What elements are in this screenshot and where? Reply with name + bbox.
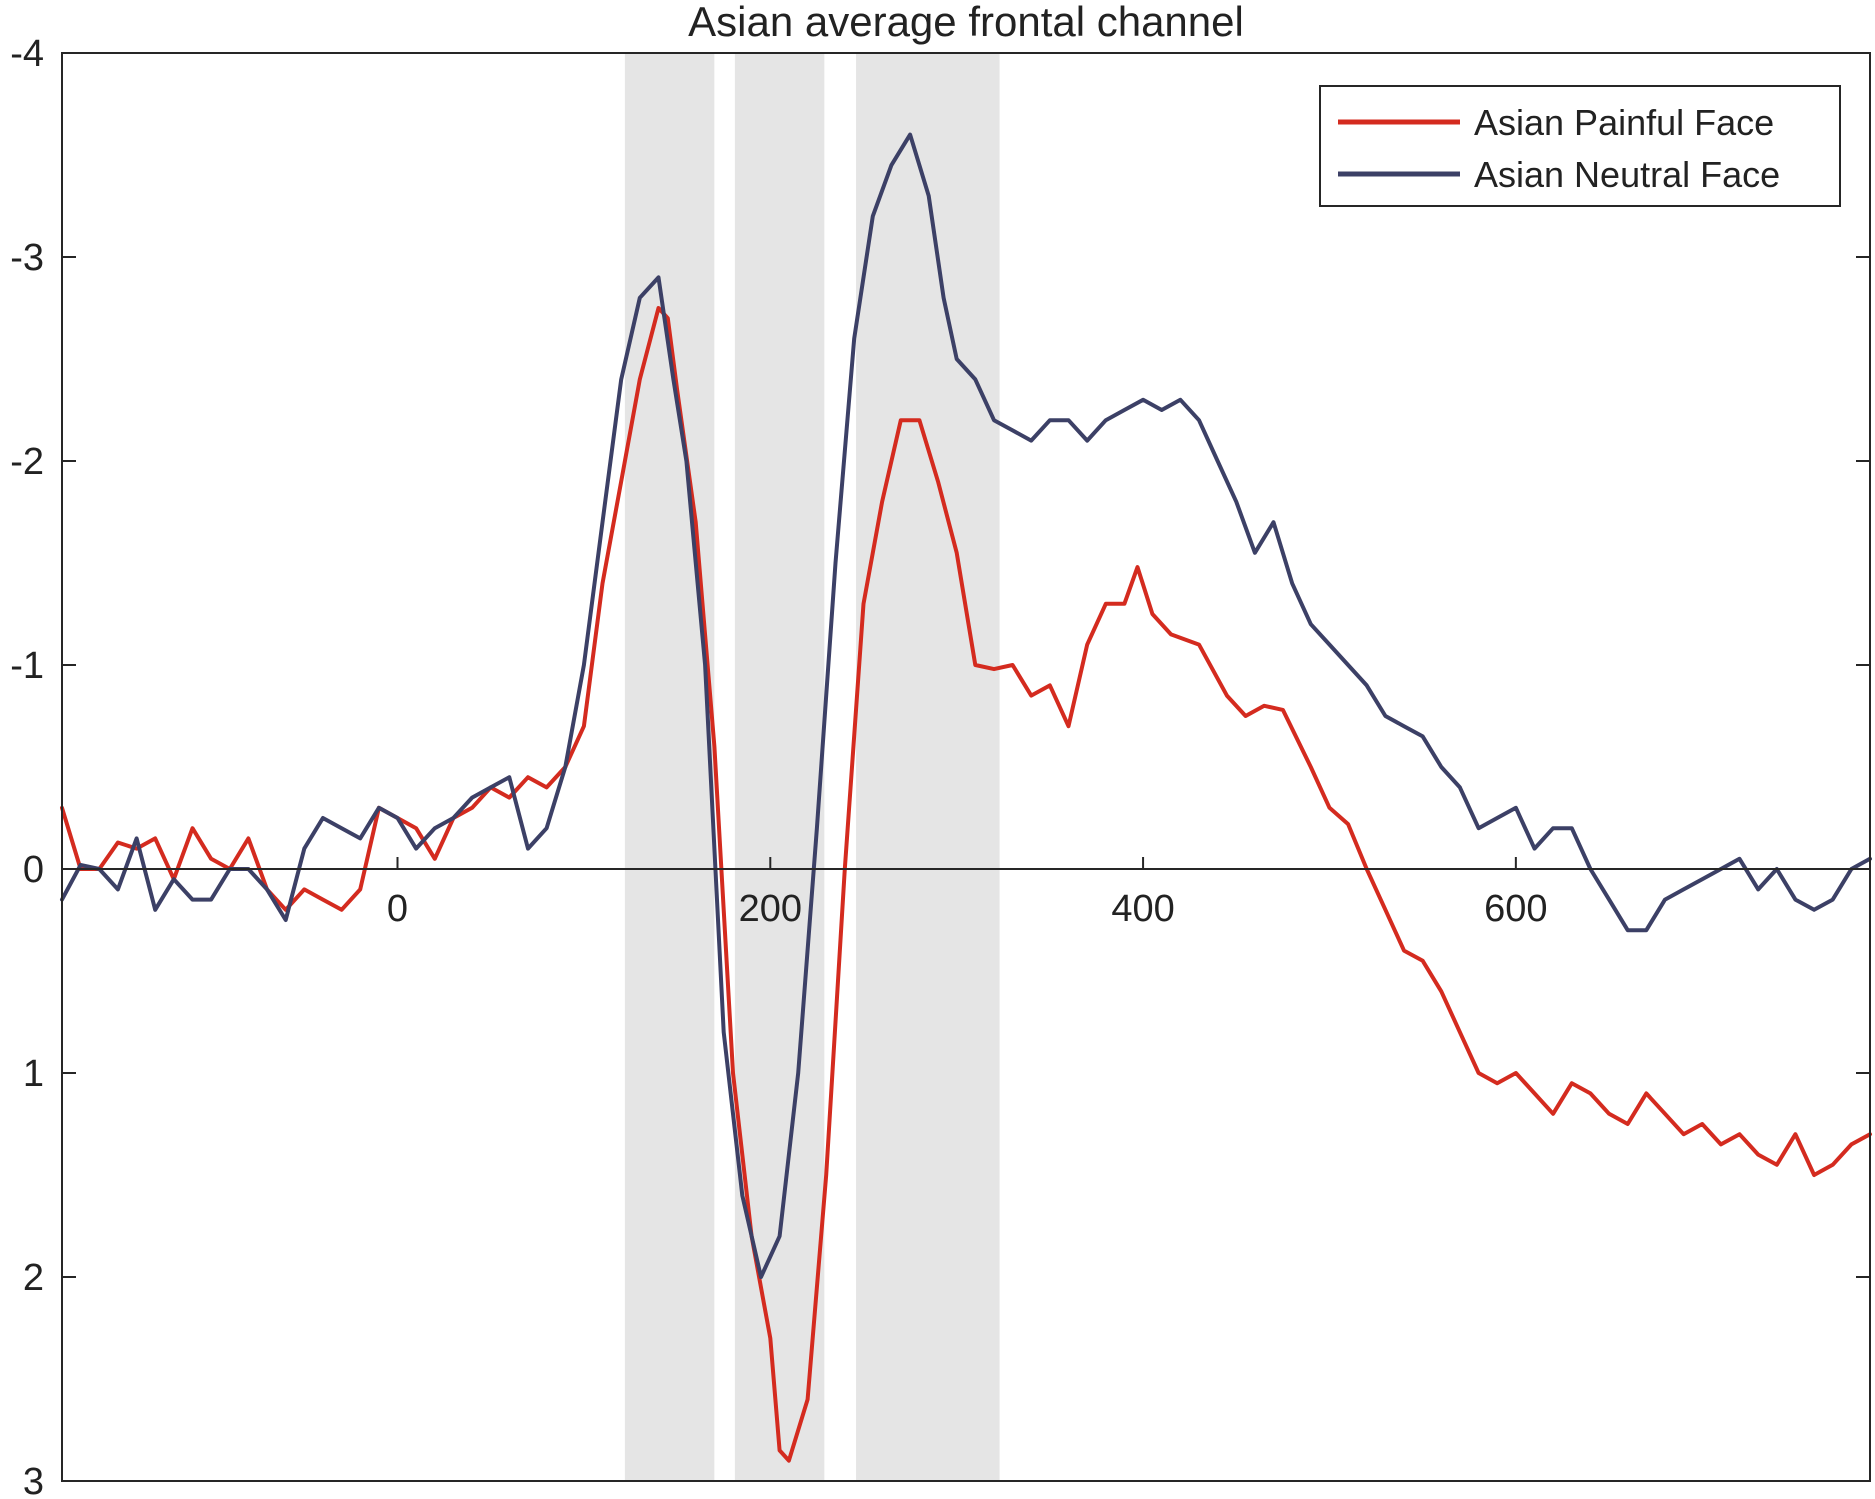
y-tick-label: 3 [23,1461,44,1499]
x-tick-label: 400 [1111,888,1174,930]
x-tick-label: 600 [1484,888,1547,930]
y-tick-label: 0 [23,849,44,891]
legend: Asian Painful Face Asian Neutral Face [1319,85,1841,207]
legend-box [1319,85,1841,207]
x-tick-label: 200 [739,888,802,930]
y-tick-label: -2 [10,441,44,483]
chart-title: Asian average frontal channel [688,0,1244,45]
legend-label-1: Asian Painful Face [1474,102,1774,143]
y-tick-label: -3 [10,237,44,279]
shaded-window-3 [856,53,1000,1481]
y-tick-label: -4 [10,33,44,75]
shaded-window-2 [734,53,825,1481]
x-tick-label: 0 [387,888,408,930]
plot-frame [61,52,1871,1482]
y-tick-label: -1 [10,645,44,687]
series-lines [60,132,1872,1463]
axes: 0 200 400 600 -4 -3 -2 -1 0 1 2 3 [10,33,1871,1499]
series-line-2 [60,132,1872,1279]
y-tick-label: 2 [23,1257,44,1299]
shaded-window-1 [624,53,715,1481]
series-line-1 [60,306,1872,1463]
legend-label-2: Asian Neutral Face [1474,154,1780,195]
y-tick-label: 1 [23,1053,44,1095]
shaded-windows [624,53,1000,1481]
